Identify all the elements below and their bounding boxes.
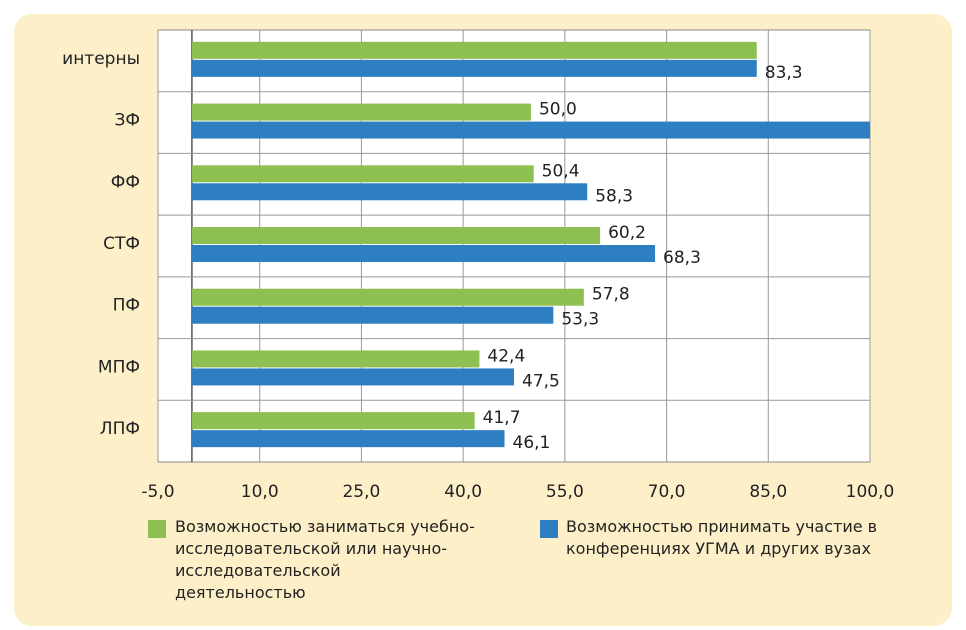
- legend-swatch: [148, 520, 166, 538]
- data-label: 68,3: [663, 248, 701, 268]
- y-tick-label: интерны: [62, 49, 140, 69]
- data-label: 60,2: [608, 223, 646, 243]
- x-tick-label: -5,0: [141, 482, 174, 502]
- x-tick-label: 40,0: [444, 482, 482, 502]
- y-tick-label: ЗФ: [114, 111, 140, 131]
- bar: [191, 227, 601, 244]
- x-tick-label: 100,0: [846, 482, 895, 502]
- y-tick-label: СТФ: [103, 234, 140, 254]
- bar: [191, 412, 475, 430]
- bar: [191, 183, 588, 201]
- bar: [191, 165, 534, 183]
- y-tick-label: МПФ: [98, 357, 140, 377]
- bar: [191, 59, 757, 77]
- bar: [191, 368, 514, 386]
- data-label: 53,3: [561, 310, 599, 330]
- y-tick-label: ПФ: [113, 296, 140, 316]
- data-label: 47,5: [522, 371, 560, 391]
- bar: [191, 288, 584, 306]
- legend-label: Возможностью заниматься учебно-исследова…: [175, 517, 475, 602]
- legend-swatch: [540, 520, 558, 538]
- x-tick-label: 10,0: [241, 482, 279, 502]
- bar: [191, 41, 757, 59]
- x-tick-label: 70,0: [648, 482, 686, 502]
- bar: [191, 430, 505, 448]
- data-label: 50,0: [539, 100, 577, 120]
- x-tick-label: 55,0: [546, 482, 584, 502]
- x-tick-label: 85,0: [749, 482, 787, 502]
- bar: [191, 306, 554, 324]
- data-label: 57,8: [592, 285, 630, 305]
- bar: [191, 245, 656, 262]
- y-tick-label: ФФ: [111, 172, 140, 192]
- y-tick-label: ЛПФ: [100, 419, 140, 439]
- data-label: 83,3: [765, 63, 803, 83]
- bar: [191, 103, 531, 121]
- bar: [191, 121, 870, 139]
- data-label: 58,3: [595, 186, 633, 206]
- legend-label: Возможностью принимать участие в конфере…: [566, 517, 878, 558]
- x-tick-label: 25,0: [342, 482, 380, 502]
- data-label: 46,1: [513, 433, 551, 453]
- data-label: 41,7: [483, 408, 521, 428]
- bar: [191, 350, 480, 368]
- data-label: 50,4: [542, 161, 580, 181]
- data-label: 42,4: [487, 346, 525, 366]
